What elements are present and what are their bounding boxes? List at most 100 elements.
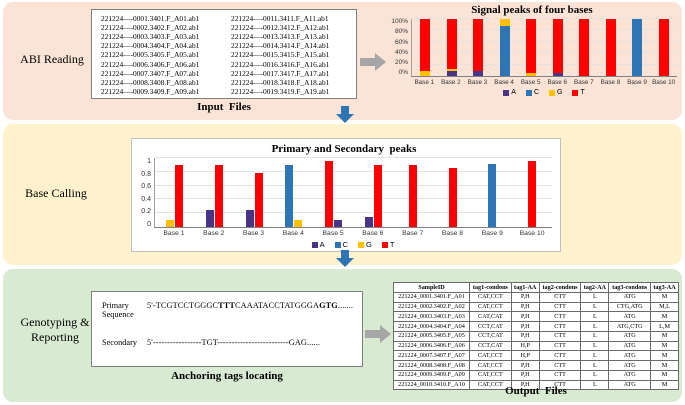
legend-label: G (366, 240, 372, 249)
legend-item-G: G (358, 240, 372, 249)
table-cell: H,P (510, 340, 540, 352)
table-cell: L (580, 369, 610, 381)
x-tick-label: Base 10 (519, 230, 545, 237)
chart-body: 1 0.8 0.6 0.4 0.2 0 (136, 157, 552, 228)
bar-segment-G (499, 19, 510, 26)
column-header: tag1-condons (469, 282, 512, 293)
table-row: 221224_0005.3405.F_A05 CCT,CAT P,H CTT L ATG M (393, 330, 679, 342)
y-tick-label: 60% (394, 38, 408, 46)
stacked-bar-base-9 (624, 19, 651, 76)
legend-item-G: G (549, 89, 562, 96)
table-cell: CAT,CCT (469, 369, 512, 381)
anchoring-tags-caption: Anchoring tags locating (171, 370, 283, 382)
base-calling-band: Base Calling Primary and Secondary peaks… (3, 124, 682, 265)
column-header: tag1-AA (510, 282, 540, 293)
table-cell: CTT (538, 369, 582, 381)
signal-peaks-chart: Signal peaks of four bases 100% 80% 60% 40%… (387, 4, 677, 96)
x-axis-labels: Base 1 Base 2 Base 3 Base 4 Base 5 Base 6 Base… (154, 230, 552, 237)
table-cell: 221224_0009.3409.F_A09 (393, 369, 470, 381)
stage-label-base-calling: Base Calling (25, 186, 87, 200)
table-row: 221224_0007.3407.F_A07 CAT,CCT H,P CTT L ATG M (393, 350, 679, 361)
x-axis-labels: Base 1 Base 2 Base 3 Base 4 Base 5 Base 6 Base… (411, 79, 677, 86)
arrow-head (336, 258, 354, 267)
bar (552, 19, 563, 76)
input-file-name: 221224—-0007.3407.F_A07.ab1 (101, 68, 200, 78)
table-cell: CTT (538, 311, 582, 322)
x-tick-label: Base 5 (520, 79, 541, 86)
legend-item-A: A (311, 240, 325, 249)
legend-swatch-A (503, 89, 510, 96)
gridline (155, 157, 552, 158)
arrow-shaft (341, 250, 349, 258)
primary-secondary-chart: Primary and Secondary peaks 1 0.8 0.6 0.4 0.… (136, 143, 552, 249)
table-row: 221224_0001.3401.F_A01 CAT,CCT P,H CTT L ATG M (393, 291, 679, 303)
peak-group-base-6 (354, 158, 394, 227)
stacked-bar-base-5 (518, 19, 545, 76)
sequence-segment: 5'-----------------TGT------------------… (147, 338, 321, 347)
bar-segment-A (552, 72, 563, 76)
bar-segment-T (579, 19, 590, 76)
input-file-name: 221224—-0014.3414.F_A14.ab1 (231, 41, 330, 51)
legend-label: C (342, 240, 348, 249)
table-cell: L (580, 321, 610, 332)
table-cell: CTT (538, 301, 582, 313)
arrow-right-icon (360, 53, 387, 71)
arrow-shaft (341, 106, 349, 114)
table-row: 221224_0004.3404.F_A04 CCT,CAT P,H CTT L ATG,… (393, 321, 679, 332)
peak-bar-C (285, 164, 294, 227)
table-header-row: SampleID tag1-condons tag1-AA tag2-condons t… (393, 282, 679, 293)
table-cell: P,H (510, 330, 540, 342)
table-cell: L (580, 350, 610, 361)
sequence-segment: 5'-TCGTCCTGGGC (147, 301, 219, 310)
table-cell: 221224_0002.3402.F_A02 (393, 301, 470, 313)
y-tick-label: 80% (394, 28, 408, 36)
gridline (155, 170, 552, 172)
table-cell: P,H (510, 311, 540, 322)
legend-item-C: C (334, 240, 348, 249)
peak-group-base-3 (234, 158, 274, 227)
table-cell: 221224_0010.3410.F_A10 (393, 379, 470, 391)
table-cell: P,H (510, 321, 540, 332)
table-row: 221224_0003.3403.F_A03 CAT,CAT P,H CTT L ATG M (393, 311, 679, 322)
output-files-caption: Output Files (505, 385, 567, 397)
x-tick-label: Base 7 (402, 230, 424, 237)
table-row: 221224_0008.3408.F_A08 CAT,CCT P,H CTT L ATG M (393, 360, 679, 371)
x-tick-label: Base 3 (242, 230, 265, 237)
table-cell: ATG (608, 311, 652, 322)
peak-bar-T (175, 164, 184, 227)
column-header: tag3-AA (650, 282, 679, 293)
table-cell: CCT,CAT (469, 330, 512, 342)
gridline (412, 18, 677, 19)
x-tick-label: Base 6 (547, 79, 568, 86)
legend-label: G (557, 89, 563, 96)
bar-segment-T (658, 19, 669, 76)
arrow-down-icon (336, 106, 354, 123)
input-file-name: 221224—-0005.3405.F_A05.ab1 (101, 50, 200, 60)
bar-segment-T (420, 19, 431, 72)
bar (579, 19, 590, 76)
peak-bar-T (448, 168, 457, 227)
peak-bar-C (488, 163, 497, 227)
abi-reading-band: ABI Reading 221224—-0001.3401.F_A01.ab1 2… (3, 2, 682, 120)
bar-segment-G (446, 69, 457, 72)
table-cell: M (650, 369, 679, 381)
bar (526, 19, 537, 76)
sequence-label: Sequence (102, 310, 134, 319)
column-header: tag2-AA (580, 282, 610, 293)
y-tick-label: 100% (391, 18, 408, 25)
peak-bar-T (215, 164, 224, 227)
peak-group-base-9 (473, 158, 513, 227)
bar-segment-C (499, 25, 510, 76)
legend-label: T (580, 89, 585, 96)
arrow-shaft (360, 58, 375, 66)
x-tick-label: Base 4 (494, 79, 514, 86)
primary-sequence-row: Primary Sequence 5'-TCGTCCTGGGCTTTCAAATA… (102, 301, 358, 319)
bar-segment-T (605, 19, 616, 76)
gridline (412, 29, 677, 31)
gridline (412, 63, 677, 65)
sequence-segment: GTG (319, 301, 338, 310)
table-cell: 221224_0006.3406.F_A06 (393, 340, 470, 352)
table-cell: CAT,CCT (469, 350, 512, 361)
input-file-name: 221224—-0017.3417.F_A17.ab1 (231, 68, 330, 78)
table-cell: ATG (608, 350, 652, 361)
